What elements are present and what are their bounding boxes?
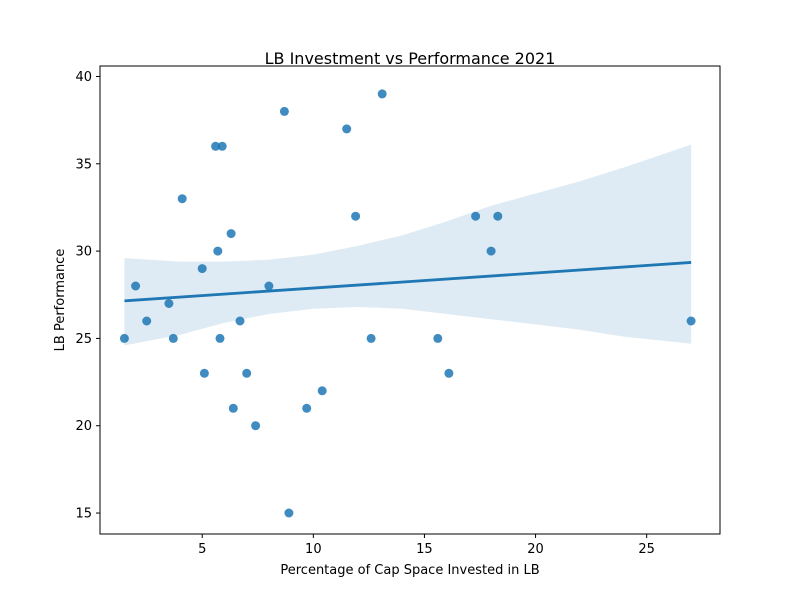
data-point xyxy=(235,316,245,326)
points-layer xyxy=(119,89,696,518)
data-point xyxy=(433,333,443,343)
y-tick-label: 20 xyxy=(75,419,92,434)
data-point xyxy=(168,333,178,343)
y-axis-label: LB Performance xyxy=(53,249,68,352)
chart-title: LB Investment vs Performance 2021 xyxy=(265,49,556,68)
data-point xyxy=(131,281,141,291)
data-point xyxy=(211,141,221,151)
confidence-band xyxy=(124,144,692,346)
data-point xyxy=(377,89,387,99)
data-point xyxy=(177,194,187,204)
data-point xyxy=(279,106,289,116)
plot-area-frame xyxy=(99,65,721,535)
y-tick-label: 40 xyxy=(75,70,92,85)
data-point xyxy=(264,281,274,291)
data-point xyxy=(215,333,225,343)
data-point xyxy=(486,246,496,256)
x-axis-label: Percentage of Cap Space Invested in LB xyxy=(280,563,539,578)
data-point xyxy=(242,368,252,378)
data-point xyxy=(142,316,152,326)
data-point xyxy=(471,211,481,221)
data-point xyxy=(686,316,696,326)
y-tick-label: 35 xyxy=(75,157,92,172)
regression-line-layer xyxy=(124,261,692,303)
x-tick-label: 10 xyxy=(305,542,322,557)
data-point xyxy=(317,386,327,396)
data-point xyxy=(251,421,261,431)
x-tick-label: 5 xyxy=(198,542,206,557)
y-axis-ticks: 15 20 25 30 35 40 xyxy=(75,70,100,522)
data-point xyxy=(164,299,174,308)
x-tick-label: 20 xyxy=(527,542,544,557)
data-point xyxy=(226,229,236,239)
data-point xyxy=(199,368,209,378)
y-tick-label: 15 xyxy=(75,507,92,522)
data-point xyxy=(228,403,238,413)
data-point xyxy=(284,508,294,518)
data-point xyxy=(213,246,223,256)
data-point xyxy=(119,333,129,343)
data-point xyxy=(444,368,454,378)
data-point xyxy=(217,141,227,151)
data-point xyxy=(342,124,352,134)
x-tick-label: 15 xyxy=(416,542,433,557)
y-tick-label: 30 xyxy=(75,245,92,260)
y-tick-label: 25 xyxy=(75,332,92,347)
data-point xyxy=(366,333,376,343)
x-axis-ticks: 5 10 15 20 25 xyxy=(198,534,655,557)
regression-line xyxy=(124,261,692,303)
x-tick-label: 25 xyxy=(638,542,655,557)
data-point xyxy=(493,211,503,221)
data-point xyxy=(351,211,361,221)
data-point xyxy=(302,403,312,413)
data-point xyxy=(197,264,207,274)
confidence-band-layer xyxy=(124,144,692,346)
